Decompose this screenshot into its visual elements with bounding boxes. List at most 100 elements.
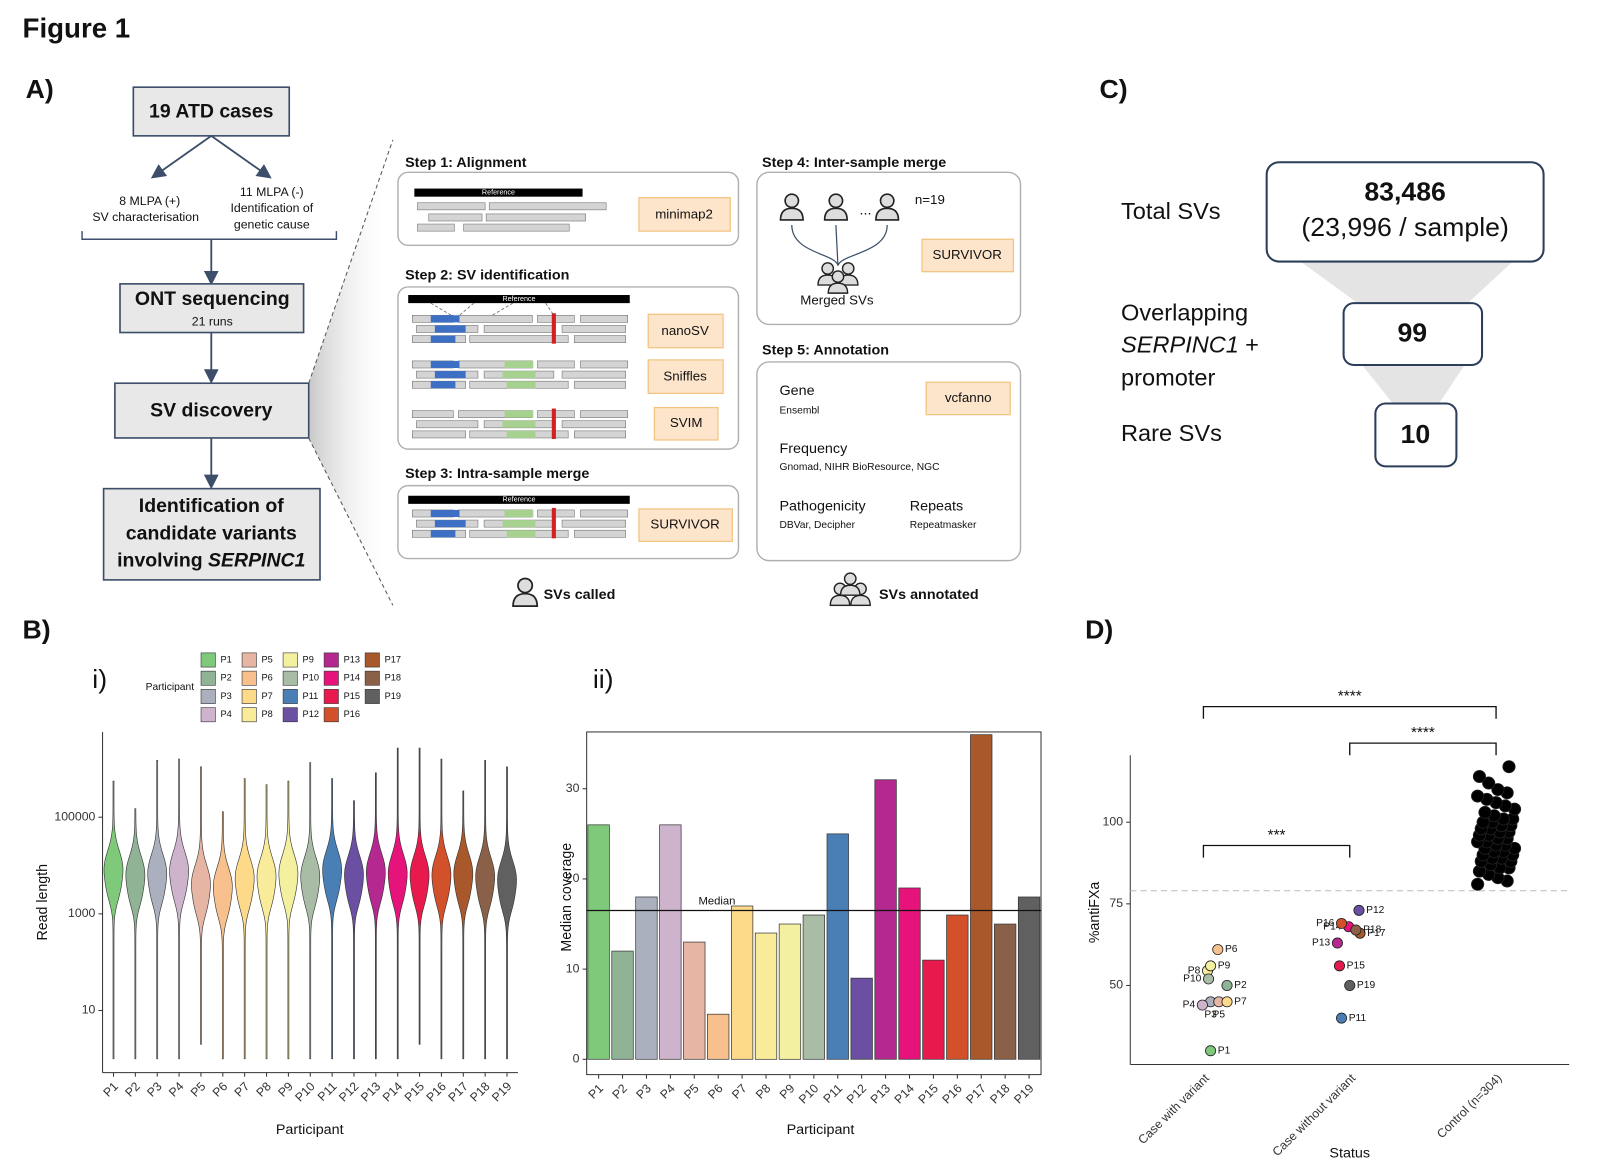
legend-label: P6 (262, 673, 273, 683)
bar (1017, 896, 1041, 1060)
point (1491, 783, 1505, 797)
legend-label: P3 (221, 691, 232, 701)
bar (994, 923, 1017, 1060)
x-tick-label: P11 (315, 1079, 340, 1104)
bar (730, 905, 754, 1060)
x-tick-label: P15 (402, 1079, 428, 1104)
legend-title: Participant (146, 682, 195, 693)
legend-swatch (323, 652, 339, 668)
flow-text: SV discovery (150, 400, 273, 422)
violin (103, 780, 124, 1060)
violin (387, 747, 408, 1060)
violin (212, 811, 233, 1060)
bar (802, 914, 825, 1060)
legend-swatch (241, 670, 257, 686)
x-tick-label: P16 (424, 1079, 450, 1104)
legend-label: P4 (221, 709, 232, 719)
tool: SURVIVOR (932, 247, 1001, 262)
point (1221, 979, 1233, 991)
funnel-shape (1300, 261, 1513, 305)
legend-label: P15 (344, 691, 360, 701)
annotation-source: Gnomad, NIHR BioResource, NGC (779, 462, 939, 473)
y-axis-title: Read length (35, 864, 51, 940)
legend-label: P18 (385, 673, 401, 683)
y-tick-label: 10 (82, 1003, 96, 1017)
point (1344, 979, 1356, 991)
point-label: P13 (1312, 938, 1331, 949)
violin (234, 778, 255, 1060)
bar (611, 950, 634, 1060)
funnel: 83,486 (23,996 / sample) Total SVs 99 Ov… (1121, 161, 1545, 468)
read (483, 325, 555, 333)
read (574, 430, 626, 439)
x-tick-label: P7 (729, 1081, 750, 1101)
violin (497, 766, 517, 1060)
bar (946, 914, 969, 1060)
bar (754, 932, 778, 1060)
sv-mark (551, 408, 556, 439)
legend-label: P17 (385, 654, 401, 664)
point (1471, 789, 1485, 803)
read (574, 380, 626, 389)
tool-box (647, 313, 724, 349)
reference-bar (408, 295, 630, 304)
sv-mark (506, 430, 536, 438)
guide-line (430, 302, 452, 316)
level-label: SERPINC1 + (1121, 332, 1259, 358)
guide-line (545, 302, 555, 316)
x-tick-label: P10 (796, 1081, 822, 1106)
panel-label: D) (1085, 615, 1113, 645)
sv-mark (504, 410, 534, 418)
legend-label: P11 (303, 691, 319, 701)
read (458, 314, 533, 323)
x-tick-label: P3 (633, 1081, 654, 1101)
arrow (150, 135, 212, 179)
tool-box (638, 197, 731, 232)
flow-text: ONT sequencing (135, 288, 290, 310)
x-tick-label: P6 (705, 1081, 726, 1101)
point-label: P7 (1234, 997, 1247, 1008)
point-label: P11 (1349, 1013, 1367, 1024)
guide-line (459, 302, 475, 316)
significance-bracket (1202, 705, 1497, 719)
legend-swatch (364, 689, 380, 704)
median-label: Median (698, 895, 735, 907)
point-label: P5 (1213, 1010, 1226, 1021)
legend-label: P16 (344, 709, 360, 719)
sv-mark (430, 381, 456, 389)
step-title: Step 1: Alignment (405, 155, 527, 171)
point-label: P8 (1188, 965, 1201, 976)
read (574, 529, 626, 538)
significance-bracket (1349, 742, 1497, 756)
x-tick-label: P1 (100, 1079, 121, 1099)
violin (453, 790, 474, 1060)
legend-label: P8 (262, 709, 273, 719)
sv-mark (551, 313, 556, 344)
flow-note: SV characterisation (92, 210, 199, 224)
bar (922, 959, 945, 1060)
sv-mark (430, 509, 460, 518)
flowchart: 19 ATD cases 8 MLPA (+) SV characterisat… (81, 86, 394, 606)
sv-mark (502, 420, 536, 428)
point-label: P14 (1323, 921, 1342, 932)
x-tick-label: P3 (144, 1079, 165, 1099)
violin (409, 747, 430, 1045)
x-tick-label: P19 (1011, 1081, 1037, 1106)
x-axis-title: Participant (276, 1122, 344, 1138)
point-label: P12 (1366, 905, 1385, 916)
x-tick-label: P2 (122, 1079, 143, 1099)
legend-swatch (282, 652, 298, 668)
annotation-field: Gene (779, 383, 814, 399)
reference-label: Reference (482, 189, 515, 197)
violin (278, 780, 299, 1060)
read (417, 202, 486, 211)
bar (826, 833, 849, 1060)
flow-note: Identification of (230, 201, 313, 215)
violin (431, 758, 452, 1060)
level-label: Rare SVs (1121, 420, 1222, 446)
point (1482, 776, 1496, 790)
sv-mark (434, 371, 466, 379)
legend-label: P7 (262, 691, 273, 701)
sv-mark (430, 360, 460, 369)
